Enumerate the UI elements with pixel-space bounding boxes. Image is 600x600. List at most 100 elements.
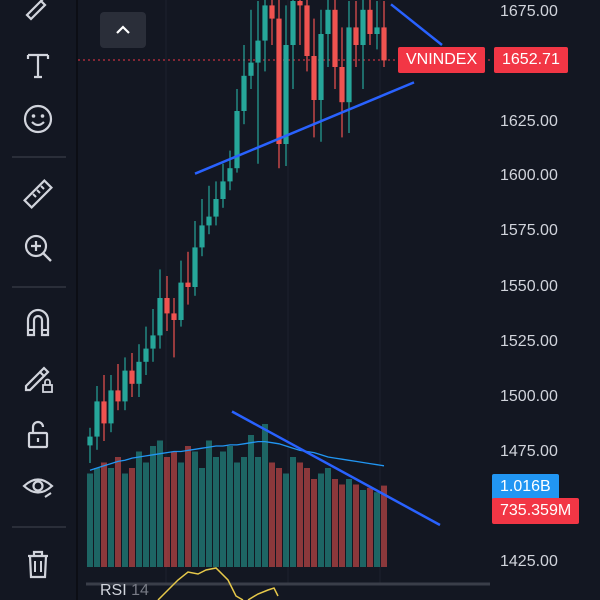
volume-bar xyxy=(164,457,170,567)
volume-bar xyxy=(241,457,247,567)
volume-bar xyxy=(290,457,296,567)
candle-body xyxy=(150,335,156,349)
volume-bar xyxy=(353,484,359,567)
volume-bar xyxy=(367,487,373,567)
toolbar-divider xyxy=(12,286,66,288)
volume-bar xyxy=(262,424,268,567)
indicator-name: RSI xyxy=(100,582,127,599)
text-icon[interactable] xyxy=(18,45,58,85)
volume-bar xyxy=(248,435,254,567)
candle-body xyxy=(115,390,121,402)
price-tick: 1575.00 xyxy=(500,222,558,239)
volume-bar xyxy=(87,473,93,567)
emoji-icon[interactable] xyxy=(18,99,58,139)
zoom-in-icon[interactable] xyxy=(18,228,58,268)
candle-body xyxy=(122,370,128,402)
candle-body xyxy=(304,5,310,56)
volume-bar xyxy=(136,451,142,567)
candle-body xyxy=(101,401,107,424)
candle-body xyxy=(185,282,191,287)
rsi-line-segment xyxy=(247,587,279,600)
toolbar-divider xyxy=(12,526,66,528)
candle-body xyxy=(339,67,345,103)
volume-bar xyxy=(255,457,261,567)
volume-bar xyxy=(304,468,310,567)
candle-body xyxy=(206,216,212,226)
price-tick: 1525.00 xyxy=(500,333,558,350)
candle-body xyxy=(192,247,198,287)
candle-body xyxy=(332,9,338,68)
collapse-button[interactable] xyxy=(100,12,146,48)
volume-bar xyxy=(171,451,177,567)
candle-body xyxy=(269,5,275,19)
volume-bar xyxy=(339,484,345,567)
volume-bar xyxy=(234,462,240,567)
candle-body xyxy=(108,390,114,424)
candle-body xyxy=(283,45,289,144)
price-tick: 1600.00 xyxy=(500,167,558,184)
candle-body xyxy=(171,313,177,320)
volume-bar xyxy=(220,451,226,567)
volume-ma-badge: 1.016B xyxy=(492,474,559,500)
candle-body xyxy=(248,62,254,76)
candle-body xyxy=(199,225,205,248)
candle-body xyxy=(374,27,380,34)
volume-bar xyxy=(311,479,317,567)
volume-bar xyxy=(227,446,233,567)
drawing-toolbar xyxy=(0,0,76,600)
volume-bar xyxy=(157,440,163,567)
magnet-icon[interactable] xyxy=(18,302,58,342)
volume-bar xyxy=(150,446,156,567)
volume-bar xyxy=(276,468,282,567)
candle-body xyxy=(311,56,317,100)
candle-body xyxy=(129,370,135,384)
price-tick: 1625.00 xyxy=(500,113,558,130)
ruler-icon[interactable] xyxy=(18,174,58,214)
indicator-length: 14 xyxy=(131,582,149,599)
candle-body xyxy=(94,401,100,437)
volume-trendline xyxy=(231,410,441,527)
symbol-badge: VNINDEX xyxy=(398,47,486,73)
trendlines[interactable] xyxy=(194,3,443,527)
unlock-icon[interactable] xyxy=(18,414,58,454)
volume-bar xyxy=(318,473,324,567)
candle-body xyxy=(136,361,142,384)
candle-body xyxy=(381,27,387,61)
candle-body xyxy=(143,348,149,362)
volume-bar xyxy=(108,468,114,567)
volume-bar xyxy=(199,468,205,567)
volume-ma-line xyxy=(89,440,385,471)
candle-body xyxy=(353,27,359,45)
volume-bar xyxy=(185,446,191,567)
candle-body xyxy=(255,40,261,63)
price-axis[interactable]: 1675.00 1625.00 1600.00 1575.00 1550.00 … xyxy=(490,0,600,600)
volume-bar xyxy=(192,451,198,567)
candle-body xyxy=(318,34,324,100)
candle-body xyxy=(325,9,331,35)
candle-body xyxy=(220,181,226,199)
chart-pane[interactable] xyxy=(78,0,490,600)
candle-body xyxy=(178,282,184,320)
chevron-up-icon xyxy=(116,25,130,34)
trendline xyxy=(194,81,415,175)
candle-body xyxy=(262,5,268,41)
candle-body xyxy=(290,1,296,45)
indicator-legend[interactable]: RSI 14 xyxy=(100,582,149,600)
last-price-badge: 1652.71 xyxy=(494,47,568,73)
volume-bar xyxy=(101,462,107,567)
volume-bar xyxy=(283,473,289,567)
volume-bar xyxy=(143,462,149,567)
volume-badge: 735.359M xyxy=(492,498,580,524)
pencil-lock-icon[interactable] xyxy=(18,358,58,398)
candle-body xyxy=(360,9,366,46)
candle-body xyxy=(367,9,373,35)
price-tick: 1500.00 xyxy=(500,388,558,405)
eye-icon[interactable] xyxy=(18,466,58,506)
volume-bar xyxy=(122,473,128,567)
toolbar-divider xyxy=(12,156,66,158)
trash-icon[interactable] xyxy=(18,544,58,584)
brush-icon[interactable] xyxy=(18,0,58,26)
volume-bar xyxy=(129,468,135,567)
candle-body xyxy=(87,436,93,446)
candle-body xyxy=(241,75,247,111)
